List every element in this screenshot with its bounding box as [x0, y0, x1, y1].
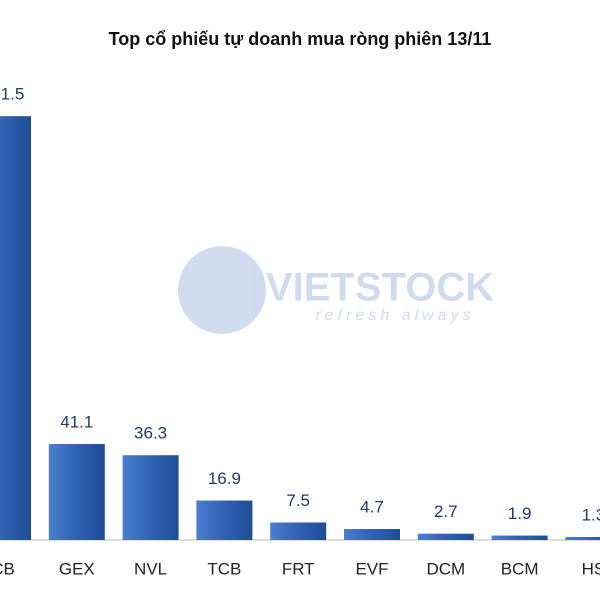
- x-tick-label: HS: [582, 559, 600, 578]
- watermark-sub: refresh always: [315, 307, 474, 324]
- value-label: 7.5: [286, 491, 310, 510]
- watermark-text: VIETSTOCK: [266, 266, 494, 310]
- value-label: 1.9: [508, 504, 532, 523]
- watermark: VIETSTOCK refresh always: [178, 246, 494, 334]
- bar: [270, 522, 327, 540]
- x-tick-label: GEX: [59, 559, 95, 578]
- bar: [122, 455, 179, 540]
- bar: [48, 444, 105, 540]
- value-label: 16.9: [208, 469, 241, 488]
- x-tick-label: CB: [0, 559, 15, 578]
- bar: [565, 536, 600, 540]
- value-label: 2.7: [434, 502, 458, 521]
- bar: [344, 529, 400, 540]
- x-tick-label: FRT: [282, 559, 315, 578]
- value-label: 41.1: [60, 413, 93, 432]
- bar: [417, 533, 474, 540]
- watermark-logo: [178, 246, 266, 334]
- x-tick-label: TCB: [207, 559, 241, 578]
- chart-title: Top cổ phiếu tự doanh mua ròng phiên 13/…: [109, 29, 492, 49]
- x-tick-label: NVL: [134, 559, 167, 578]
- x-tick-label: EVF: [355, 559, 388, 578]
- x-tick-label: DCM: [426, 559, 465, 578]
- x-tick-label: BCM: [501, 559, 539, 578]
- bar: [196, 500, 253, 540]
- bar: [491, 535, 548, 540]
- value-label: 181.5: [0, 85, 24, 104]
- value-label: 36.3: [134, 424, 167, 443]
- bar: [0, 116, 31, 540]
- value-label: 1.3: [582, 505, 600, 524]
- value-label: 4.7: [360, 498, 384, 517]
